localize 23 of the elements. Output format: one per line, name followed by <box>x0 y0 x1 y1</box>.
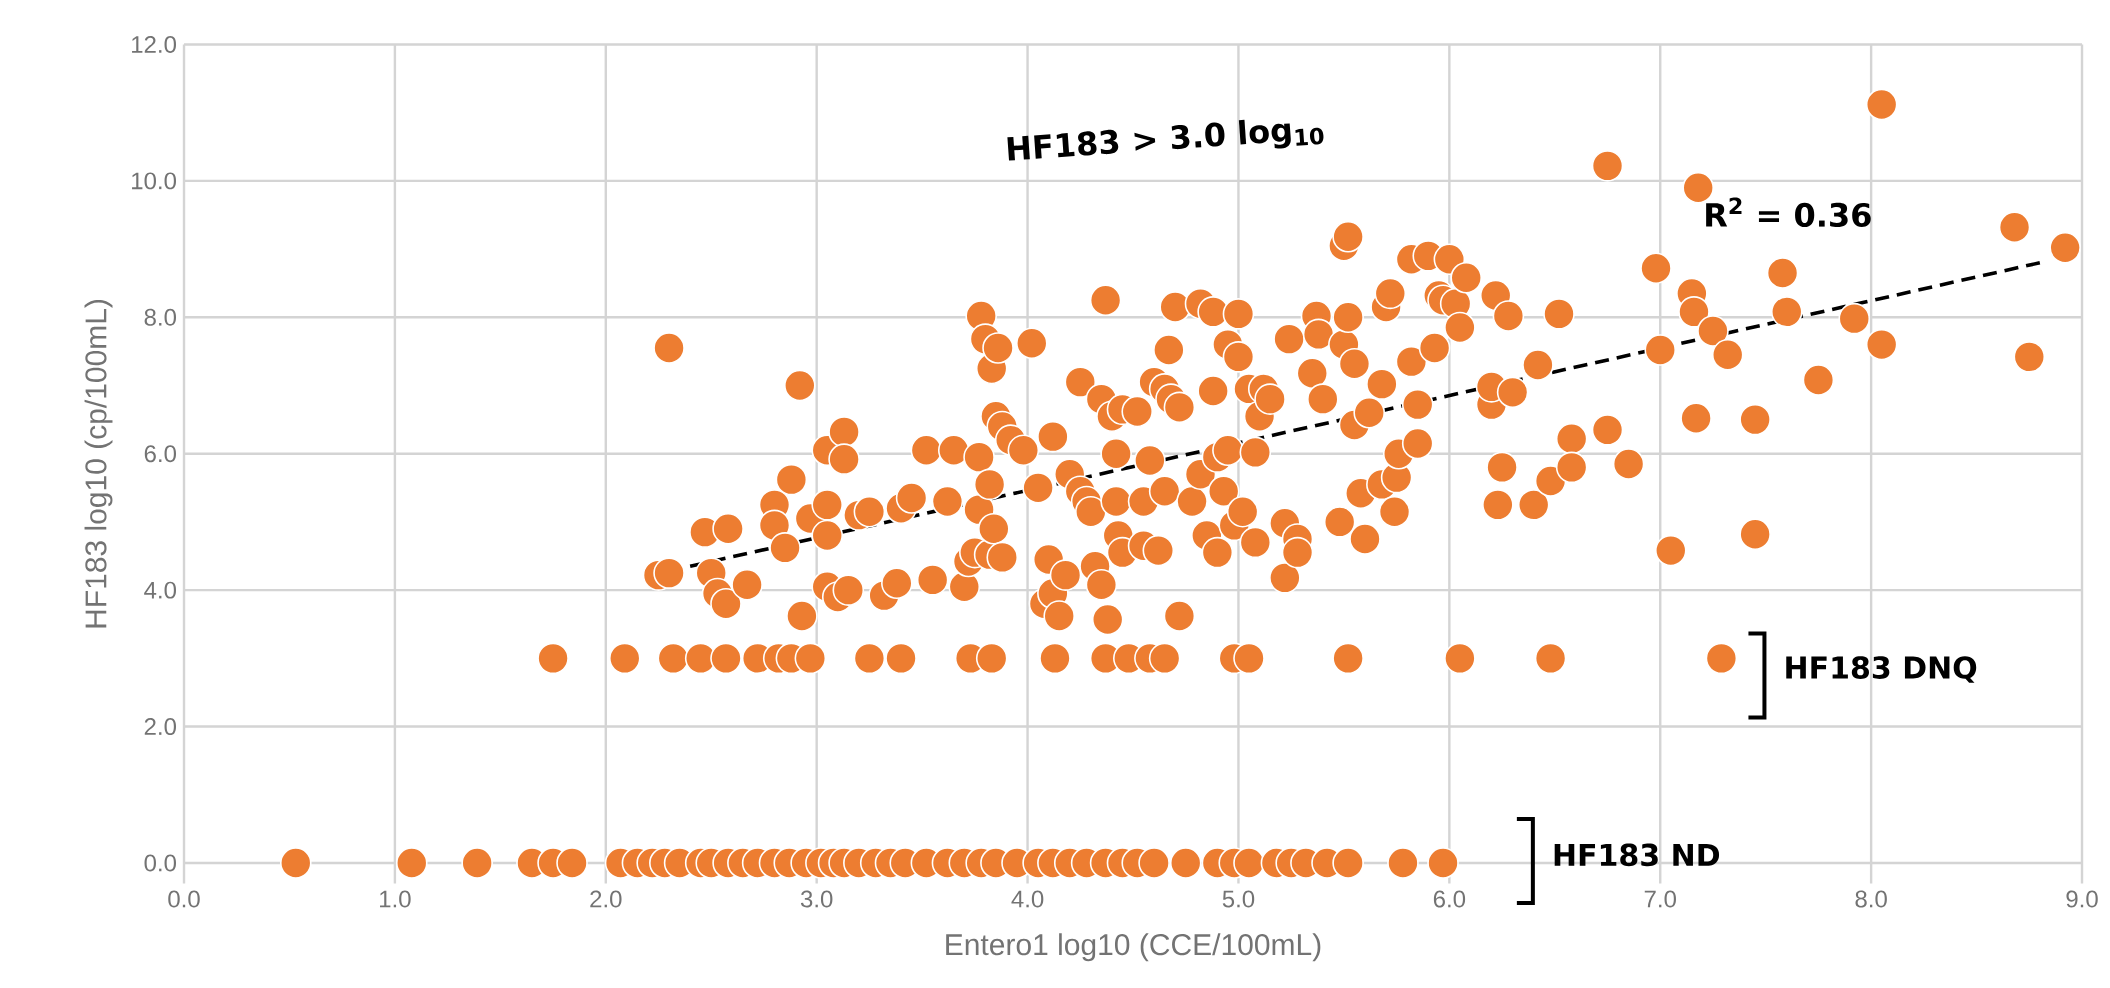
y-tick-label: 2.0 <box>144 718 177 736</box>
y-tick-label: 0.0 <box>144 854 177 872</box>
y-tick-label: 8.0 <box>144 308 177 326</box>
annotation: R$^{2}$ = 0.36 <box>1706 197 1871 228</box>
x-tick-label: 2.0 <box>590 890 622 908</box>
annotation: HF183 > 3.0 log$_{10}$ <box>1007 119 1324 161</box>
y-tick-label: 4.0 <box>144 581 177 599</box>
x-tick-label: 9.0 <box>2066 890 2098 908</box>
y-tick-label: 10.0 <box>132 172 177 190</box>
annotation: HF183 DNQ <box>1786 656 1977 683</box>
x-tick-label: 4.0 <box>1011 890 1044 908</box>
annotation: HF183 ND <box>1554 843 1720 867</box>
x-tick-label: 0.0 <box>168 890 200 908</box>
x-tick-label: 5.0 <box>1222 890 1255 908</box>
x-axis-title: Entero1 log10 (CCE/100mL) <box>946 933 1321 962</box>
y-tick-label: 12.0 <box>132 35 177 53</box>
x-tick-label: 7.0 <box>1644 890 1676 908</box>
x-tick-label: 1.0 <box>380 890 411 908</box>
x-tick-label: 6.0 <box>1433 890 1466 908</box>
x-tick-label: 8.0 <box>1855 890 1887 908</box>
x-tick-label: 3.0 <box>800 890 833 908</box>
y-tick-label: 6.0 <box>144 445 177 463</box>
y-axis-title: HF183 log10 (cp/100mL) <box>84 299 113 628</box>
